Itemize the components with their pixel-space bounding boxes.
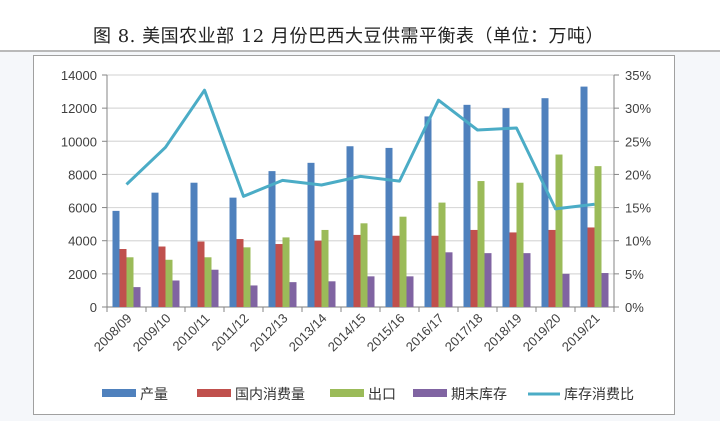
production-bar xyxy=(307,162,315,307)
left-axis-label: 6000 xyxy=(68,201,97,216)
x-axis-label: 2010/11 xyxy=(169,311,212,354)
exports-bar xyxy=(165,259,173,307)
exports-bar xyxy=(243,247,251,307)
exports-bar xyxy=(399,216,407,307)
right-axis-label: 20% xyxy=(625,167,651,182)
x-axis-label: 2015/16 xyxy=(364,311,408,355)
ending-stocks-bar xyxy=(484,253,492,307)
combo-chart: 0 2000 4000 6000 8000 10000 12000 14000 0% 5% 10% 1… xyxy=(61,68,652,402)
domestic-consumption-bar xyxy=(197,241,205,307)
domestic-consumption-bar xyxy=(353,234,361,307)
exports-bar xyxy=(282,237,290,307)
exports-bar xyxy=(204,257,212,307)
exports-bar xyxy=(477,181,485,307)
x-axis-label: 2014/15 xyxy=(325,311,369,355)
legend-label-stock-to-use: 库存消费比 xyxy=(564,386,634,402)
right-axis-label: 5% xyxy=(625,267,644,282)
legend-label-domestic-consumption: 国内消费量 xyxy=(235,386,305,402)
exports-bar xyxy=(594,166,602,307)
ending-stocks-bar xyxy=(562,273,570,307)
x-axis-label: 2019/21 xyxy=(559,311,603,355)
left-axis-label: 8000 xyxy=(68,167,97,182)
x-axis-label: 2018/19 xyxy=(481,311,525,355)
x-axis-label: 2016/17 xyxy=(403,311,447,355)
production-bar xyxy=(463,104,471,307)
domestic-consumption-bar xyxy=(275,244,283,307)
exports-bar xyxy=(126,257,134,307)
right-axis-label: 0% xyxy=(625,300,644,315)
legend-label-ending-stocks: 期末库存 xyxy=(451,386,507,402)
right-axis-label: 35% xyxy=(625,68,651,83)
right-axis-label: 25% xyxy=(625,134,651,149)
domestic-consumption-bar xyxy=(236,239,244,307)
chart-title: 图 8. 美国农业部 12 月份巴西大豆供需平衡表（单位：万吨） xyxy=(93,26,604,47)
x-axis-label: 2012/13 xyxy=(247,311,291,355)
ending-stocks-bar xyxy=(601,273,609,307)
production-bar xyxy=(190,182,198,307)
exports-bar xyxy=(438,202,446,307)
right-axis-label: 30% xyxy=(625,101,651,116)
legend-label-production: 产量 xyxy=(140,386,168,402)
ending-stocks-bar xyxy=(328,281,336,307)
x-axis-label: 2019/20 xyxy=(520,311,564,355)
x-axis-label: 2011/12 xyxy=(208,311,251,354)
ending-stocks-bar xyxy=(406,276,414,307)
left-axis-label: 2000 xyxy=(68,267,97,282)
production-bar xyxy=(385,147,393,307)
ending-stocks-bar xyxy=(289,282,297,307)
ending-stocks-bar xyxy=(133,287,141,307)
domestic-consumption-bar xyxy=(119,249,127,307)
chart-frame: 0 2000 4000 6000 8000 10000 12000 14000 0% 5% 10% 1… xyxy=(33,55,675,415)
exports-bar xyxy=(360,223,368,307)
right-axis-label: 10% xyxy=(625,234,651,249)
x-axis-label: 2017/18 xyxy=(442,311,486,355)
ending-stocks-bar xyxy=(445,252,453,307)
legend-label-exports: 出口 xyxy=(368,386,396,402)
ending-stocks-bar xyxy=(250,285,258,307)
x-axis-label: 2008/09 xyxy=(91,311,135,355)
x-axis-label: 2009/10 xyxy=(130,311,174,355)
production-bar xyxy=(541,98,549,307)
x-axis-label: 2013/14 xyxy=(286,311,330,355)
exports-bar xyxy=(516,182,524,307)
domestic-consumption-bar xyxy=(431,235,439,307)
production-bar xyxy=(424,116,432,307)
domestic-consumption-bar xyxy=(509,232,517,307)
left-axis-label: 4000 xyxy=(68,234,97,249)
domestic-consumption-bar xyxy=(158,246,166,307)
production-bar xyxy=(580,86,588,307)
production-bar xyxy=(112,210,120,307)
production-bar xyxy=(229,197,237,307)
domestic-consumption-bar xyxy=(548,229,556,307)
left-axis-label: 12000 xyxy=(61,101,97,116)
right-axis-label: 15% xyxy=(625,201,651,216)
ending-stocks-bar xyxy=(211,269,219,307)
ending-stocks-bar xyxy=(367,276,375,307)
domestic-consumption-bar xyxy=(314,240,322,307)
left-axis-label: 10000 xyxy=(61,134,97,149)
ending-stocks-bar xyxy=(523,253,531,307)
legend-swatch-production xyxy=(102,389,136,397)
domestic-consumption-bar xyxy=(392,235,400,307)
production-bar xyxy=(502,108,510,307)
exports-bar xyxy=(321,229,329,307)
legend-swatch-exports xyxy=(330,389,364,397)
domestic-consumption-bar xyxy=(587,227,595,307)
stock-to-use-line xyxy=(125,88,595,211)
left-axis-label: 14000 xyxy=(61,68,97,83)
production-bar xyxy=(151,192,159,307)
legend-swatch-domestic-consumption xyxy=(197,389,231,397)
production-bar xyxy=(268,171,276,307)
left-axis-label: 0 xyxy=(90,300,97,315)
legend-swatch-ending-stocks xyxy=(413,389,447,397)
chart-title-bar: 图 8. 美国农业部 12 月份巴西大豆供需平衡表（单位：万吨） xyxy=(0,0,720,52)
domestic-consumption-bar xyxy=(470,229,478,307)
exports-bar xyxy=(555,154,563,307)
ending-stocks-bar xyxy=(172,280,180,307)
production-bar xyxy=(346,146,354,307)
